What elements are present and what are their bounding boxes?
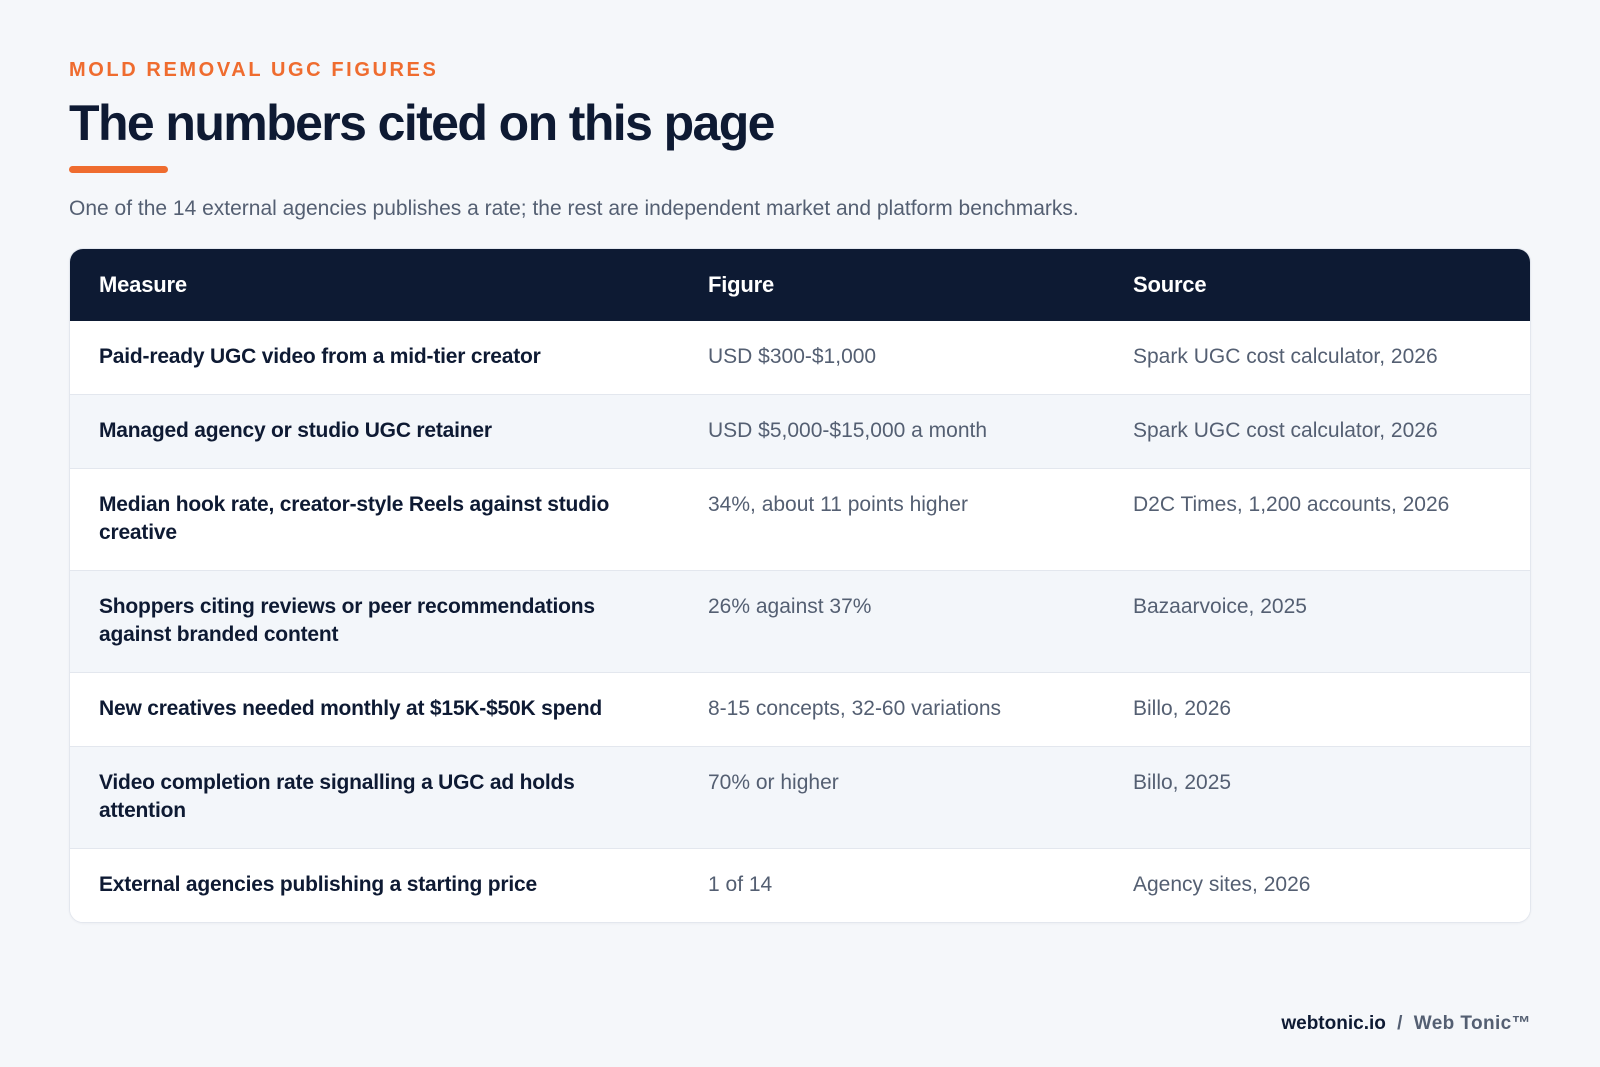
eyebrow-label: MOLD REMOVAL UGC FIGURES <box>69 59 439 81</box>
cell-source: D2C Times, 1,200 accounts, 2026 <box>1104 468 1530 571</box>
column-header-measure: Measure <box>99 272 187 297</box>
cell-figure: 1 of 14 <box>679 848 1104 922</box>
table-row: Median hook rate, creator-style Reels ag… <box>70 468 1530 571</box>
cell-figure: USD $5,000-$15,000 a month <box>679 394 1104 469</box>
cell-measure: Shoppers citing reviews or peer recommen… <box>70 570 679 673</box>
cell-figure: USD $300-$1,000 <box>708 345 877 368</box>
title-underline <box>69 166 168 173</box>
footer-credit: webtonic.io / Web Tonic™ <box>1281 1012 1531 1036</box>
page-subtitle: One of the 14 external agencies publishe… <box>69 197 1079 220</box>
column-header-source: Source <box>1133 272 1207 297</box>
table-row: Video completion rate signalling a UGC a… <box>70 746 1530 849</box>
cell-source: Bazaarvoice, 2025 <box>1104 570 1530 673</box>
footer-brand: Web Tonic™ <box>1413 1013 1531 1034</box>
figures-table-card: Measure Figure Source Paid-ready UGC vid… <box>69 248 1531 923</box>
cell-figure: 70% or higher <box>679 746 1104 849</box>
cell-source: Spark UGC cost calculator, 2026 <box>1133 345 1438 368</box>
cell-figure: 34%, about 11 points higher <box>679 468 1104 571</box>
table-row: Managed agency or studio UGC retainer US… <box>70 394 1530 469</box>
cell-source: Billo, 2025 <box>1104 746 1530 849</box>
footer-separator: / <box>1397 1013 1403 1034</box>
cell-measure: Paid-ready UGC video from a mid-tier cre… <box>99 345 541 368</box>
cell-measure: Video completion rate signalling a UGC a… <box>70 746 679 849</box>
page: MOLD REMOVAL UGC FIGURES The numbers cit… <box>69 0 1531 1067</box>
footer-domain: webtonic.io <box>1281 1013 1386 1034</box>
table-header-row: Measure Figure Source <box>70 249 1530 321</box>
cell-measure: New creatives needed monthly at $15K-$50… <box>70 672 679 747</box>
table-row: Paid-ready UGC video from a mid-tier cre… <box>70 321 1530 395</box>
table-header: Measure Figure Source <box>70 249 1530 321</box>
table-row: Shoppers citing reviews or peer recommen… <box>70 570 1530 673</box>
table-row: New creatives needed monthly at $15K-$50… <box>70 672 1530 747</box>
table-row: External agencies publishing a starting … <box>70 848 1530 922</box>
cell-source: Agency sites, 2026 <box>1104 848 1530 922</box>
cell-measure: Managed agency or studio UGC retainer <box>70 394 679 469</box>
figures-table: Measure Figure Source Paid-ready UGC vid… <box>70 249 1530 922</box>
cell-source: Billo, 2026 <box>1104 672 1530 747</box>
table-body: Paid-ready UGC video from a mid-tier cre… <box>70 321 1530 922</box>
cell-figure: 26% against 37% <box>679 570 1104 673</box>
cell-figure: 8-15 concepts, 32-60 variations <box>679 672 1104 747</box>
cell-source: Spark UGC cost calculator, 2026 <box>1104 394 1530 469</box>
page-title: The numbers cited on this page <box>69 95 775 151</box>
cell-measure: External agencies publishing a starting … <box>70 848 679 922</box>
column-header-figure: Figure <box>708 272 775 297</box>
cell-measure: Median hook rate, creator-style Reels ag… <box>70 468 679 571</box>
